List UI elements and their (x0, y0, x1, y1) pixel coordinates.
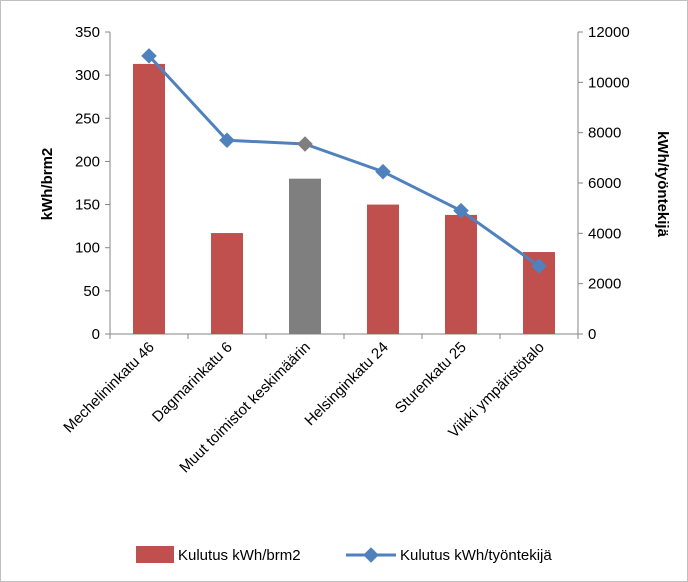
line-marker (297, 136, 313, 152)
y-tick-label: 350 (75, 24, 100, 41)
bar (367, 204, 399, 334)
y-tick-label: 250 (75, 110, 100, 127)
legend-bar-label: Kulutus kWh/brm2 (178, 547, 301, 564)
line-series (141, 48, 547, 274)
y-tick-label: 150 (75, 197, 100, 214)
y2-tick-label: 8000 (588, 125, 621, 142)
legend-bar-swatch (136, 546, 174, 563)
y2-tick-label: 0 (588, 326, 596, 343)
x-tick-label: Muut toimistot keskimäärin (176, 339, 314, 477)
legend: Kulutus kWh/brm2 Kulutus kWh/työntekijä (136, 546, 552, 564)
y2-tick-label: 6000 (588, 175, 621, 192)
y-tick-label: 300 (75, 67, 100, 84)
y2-tick-label: 2000 (588, 276, 621, 293)
legend-line-label: Kulutus kWh/työntekijä (400, 547, 552, 564)
y2-tick-label: 10000 (588, 74, 630, 91)
bar (445, 214, 477, 334)
y-tick-label: 100 (75, 240, 100, 257)
bar (211, 233, 243, 334)
x-tick-label: Mechelininkatu 46 (60, 339, 158, 437)
x-tick-label: Helsinginkatu 24 (301, 339, 391, 429)
bar (289, 178, 321, 334)
line-marker (219, 132, 235, 148)
bar (133, 63, 165, 334)
x-tick-label: Dagmarinkatu 6 (149, 339, 236, 426)
y2-axis-label: kWh/työntekijä (654, 131, 671, 238)
bar-series (133, 63, 555, 334)
line-marker (453, 202, 469, 219)
axis-labels: kWh/brm2 kWh/työntekijä (39, 131, 671, 238)
series-line (147, 54, 540, 268)
line-marker (375, 163, 391, 180)
legend-line-marker (363, 547, 379, 563)
y-tick-label: 200 (75, 153, 100, 170)
x-tick-label: Sturenkatu 25 (392, 339, 470, 417)
y-tick-label: 0 (92, 326, 100, 343)
line-marker (141, 48, 157, 64)
y2-tick-label: 12000 (588, 24, 630, 41)
y-tick-label: 50 (83, 283, 100, 300)
y-axis-label: kWh/brm2 (39, 148, 56, 221)
y2-tick-label: 4000 (588, 225, 621, 242)
